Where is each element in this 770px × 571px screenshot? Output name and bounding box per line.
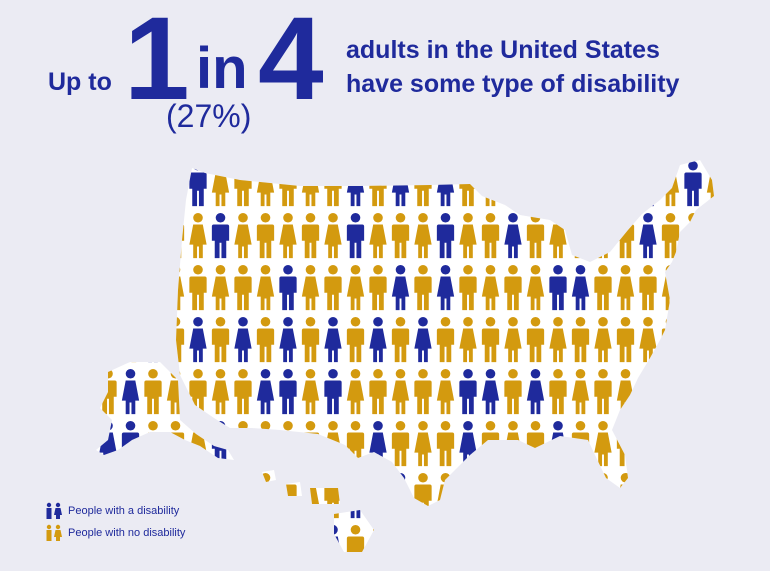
person-icon-disability xyxy=(99,160,117,207)
person-icon-no-disability xyxy=(99,212,117,259)
headline-numerator: 1 xyxy=(124,0,190,125)
person-icon-no-disability xyxy=(256,524,275,552)
person-icon-no-disability xyxy=(459,524,477,552)
person-icon-no-disability xyxy=(684,524,702,552)
person-icon-disability xyxy=(571,524,590,552)
person-icon-disability xyxy=(144,212,162,259)
person-icon-no-disability xyxy=(481,472,500,519)
person-icon-disability xyxy=(279,524,297,552)
person-icon-no-disability xyxy=(436,524,455,552)
person-icon-no-disability xyxy=(639,524,657,552)
person-icon-no-disability xyxy=(526,472,545,519)
legend-label-no-disability: People with no disability xyxy=(68,527,186,539)
person-icon-no-disability xyxy=(661,472,680,519)
person-icon-disability xyxy=(661,368,680,415)
person-icon-disability xyxy=(459,472,477,519)
person-icon-disability xyxy=(211,420,230,467)
person-icon-no-disability xyxy=(166,160,185,207)
person-icon-no-disability xyxy=(301,524,320,552)
person-icon-disability xyxy=(481,524,500,552)
headline-line-1: adults in the United States xyxy=(346,36,660,64)
headline-percent: (27%) xyxy=(166,98,252,134)
person-icon-no-disability xyxy=(211,524,230,552)
headline-prefix: Up to xyxy=(48,68,112,96)
person-icon-disability xyxy=(504,472,522,519)
person-icon-no-disability xyxy=(99,316,117,363)
headline-denominator: 4 xyxy=(258,0,324,125)
person-icon-no-disability xyxy=(661,420,680,467)
person-icon-no-disability xyxy=(526,160,545,207)
person-icon-no-disability xyxy=(684,420,702,467)
person-icon-disability xyxy=(144,160,162,207)
person-icon-no-disability xyxy=(594,212,612,259)
person-icon-no-disability xyxy=(571,212,590,259)
person-icon-disability xyxy=(594,160,612,207)
person-icon-no-disability xyxy=(571,160,590,207)
person-icon-no-disability xyxy=(234,472,252,519)
person-icon-no-disability xyxy=(706,472,714,519)
person-icon-disability xyxy=(639,160,657,207)
headline: Up to 1 in 4 (27%) adults in the United … xyxy=(0,0,770,150)
person-icon-no-disability xyxy=(639,368,657,415)
person-icon-no-disability xyxy=(684,472,702,519)
person-icon-disability xyxy=(144,264,162,311)
person-icon-no-disability xyxy=(504,160,522,207)
person-icon-no-disability xyxy=(189,472,207,519)
person-icon-disability xyxy=(706,420,714,467)
person-icon-disability xyxy=(684,368,702,415)
headline-connector: in xyxy=(196,36,248,101)
legend-item-no-disability: People with no disability xyxy=(44,522,185,544)
person-icon-no-disability xyxy=(549,472,567,519)
person-icon-no-disability xyxy=(639,420,657,467)
map-shape xyxy=(96,160,714,552)
headline-line-2: have some type of disability xyxy=(346,70,680,98)
person-pair-icon-no-disability xyxy=(46,524,62,541)
person-icon-no-disability xyxy=(121,264,140,311)
person-icon-no-disability xyxy=(549,524,567,552)
person-icon-disability xyxy=(526,524,545,552)
person-icon-no-disability xyxy=(706,368,714,415)
person-icon-disability xyxy=(684,264,702,311)
person-icon-no-disability xyxy=(571,472,590,519)
person-icon-no-disability xyxy=(639,472,657,519)
person-icon-no-disability xyxy=(391,524,410,552)
person-icon-no-disability xyxy=(616,160,635,207)
person-icon-no-disability xyxy=(706,524,714,552)
person-icon-no-disability xyxy=(324,472,342,519)
person-icon-no-disability xyxy=(661,524,680,552)
person-icon-disability xyxy=(706,212,714,259)
person-icon-no-disability xyxy=(549,160,567,207)
person-icon-no-disability xyxy=(706,264,714,311)
person-icon-no-disability xyxy=(211,472,230,519)
legend: People with a disability People with no … xyxy=(44,500,185,544)
person-icon-no-disability xyxy=(684,316,702,363)
person-icon-no-disability xyxy=(189,420,207,467)
person-icon-no-disability xyxy=(301,472,320,519)
person-icon-no-disability xyxy=(504,524,522,552)
person-icon-no-disability xyxy=(369,472,387,519)
legend-label-disability: People with a disability xyxy=(68,505,180,517)
person-icon-no-disability xyxy=(594,524,612,552)
person-icon-disability xyxy=(144,316,162,363)
person-icon-no-disability xyxy=(121,160,140,207)
person-icon-no-disability xyxy=(279,472,297,519)
person-icon-no-disability xyxy=(616,524,635,552)
person-icon-no-disability xyxy=(706,316,714,363)
person-icon-no-disability xyxy=(189,524,207,552)
person-icon-no-disability xyxy=(414,524,432,552)
legend-item-disability: People with a disability xyxy=(44,500,185,522)
person-icon-no-disability xyxy=(121,316,140,363)
person-icon-no-disability xyxy=(99,264,117,311)
person-icon-disability xyxy=(234,524,252,552)
person-pair-icon-disability xyxy=(46,502,62,519)
person-icon-no-disability xyxy=(121,212,140,259)
